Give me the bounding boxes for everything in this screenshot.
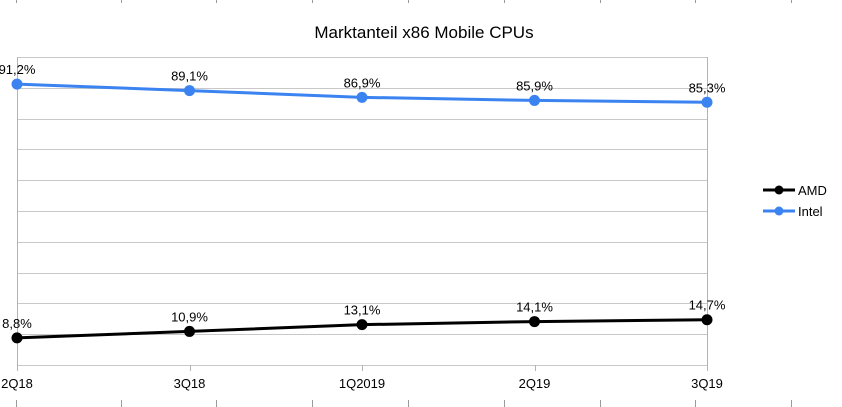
x-tick-label: 3Q18 <box>174 376 206 391</box>
data-label: 85,9% <box>516 78 553 93</box>
data-label: 13,1% <box>344 303 381 318</box>
data-label: 85,3% <box>689 80 726 95</box>
x-tick-label: 2Q18 <box>1 376 33 391</box>
legend-item-intel: Intel <box>763 204 823 219</box>
legend-marker-icon <box>774 206 784 216</box>
x-tick-label: 1Q2019 <box>339 376 385 391</box>
legend: AMD Intel <box>763 183 827 219</box>
data-point <box>184 325 195 337</box>
data-point <box>184 85 195 97</box>
series-amd: 8,8% 10,9% 13,1% 14,1% 14,7% <box>2 298 726 344</box>
chart-title: Marktanteil x86 Mobile CPUs <box>314 23 533 42</box>
data-label: 86,9% <box>344 75 381 90</box>
data-point <box>529 94 540 106</box>
series-intel: 91,2% 89,1% 86,9% 85,9% 85,3% <box>0 62 726 108</box>
x-tick-label: 3Q19 <box>691 376 723 391</box>
x-tick-label: 2Q19 <box>519 376 551 391</box>
gridlines <box>17 57 707 366</box>
data-label: 8,8% <box>2 316 32 331</box>
data-point <box>701 314 713 326</box>
legend-marker-icon <box>774 185 784 195</box>
data-label: 14,1% <box>516 300 553 315</box>
data-label: 91,2% <box>0 62 36 77</box>
x-axis-ticks: 2Q18 3Q18 1Q2019 2Q19 3Q19 <box>1 365 723 391</box>
ruler-ticks-bottom <box>16 400 792 407</box>
legend-label: Intel <box>798 204 823 219</box>
data-label: 14,7% <box>689 298 726 313</box>
legend-item-amd: AMD <box>763 183 827 198</box>
data-point <box>356 319 368 331</box>
data-point <box>11 78 23 90</box>
data-label: 10,9% <box>171 309 208 324</box>
data-point <box>701 96 713 108</box>
data-label: 89,1% <box>171 69 208 84</box>
data-point <box>356 91 368 103</box>
series-group: 8,8% 10,9% 13,1% 14,1% 14,7% 91,2% 89,1% 86,9% 8… <box>0 62 726 344</box>
data-point <box>529 316 540 328</box>
ruler-ticks-top <box>16 0 792 3</box>
legend-label: AMD <box>798 183 827 198</box>
data-point <box>11 332 23 344</box>
